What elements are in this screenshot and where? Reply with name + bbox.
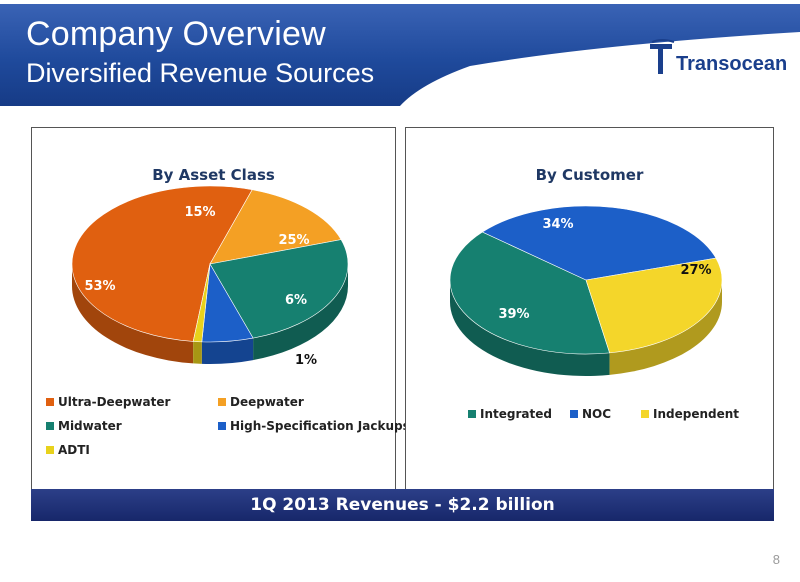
revenue-banner: 1Q 2013 Revenues - $2.2 billion: [31, 489, 774, 521]
legend-item-high-specification-jackups: High-Specification Jackups: [218, 419, 410, 433]
legend-swatch-ultra-deepwater: [46, 398, 54, 406]
asset-class-legend: Ultra-Deepwater Deepwater Midwater High-Spe…: [46, 395, 410, 475]
data-label-integrated: 39%: [498, 307, 529, 322]
logo-text: Transocean: [676, 53, 788, 75]
data-label-noc: 34%: [542, 217, 573, 232]
data-label-deepwater: 15%: [184, 205, 215, 220]
pie-side-high-specification-jackups: [201, 338, 254, 364]
transocean-logo-icon: [650, 39, 675, 74]
header: Company Overview Diversified Revenue Sou…: [0, 0, 800, 112]
data-label-high-specification-jackups: 6%: [285, 293, 307, 308]
legend-item-ultra-deepwater: Ultra-Deepwater: [46, 395, 170, 409]
legend-label-high-specification-jackups: High-Specification Jackups: [230, 419, 410, 433]
data-label-adti: 1%: [295, 353, 317, 368]
page-subtitle: Diversified Revenue Sources: [26, 58, 375, 88]
legend-item-noc: NOC: [570, 407, 611, 421]
legend-item-midwater: Midwater: [46, 419, 122, 433]
page-title: Company Overview: [26, 15, 326, 53]
legend-label-integrated: Integrated: [480, 407, 552, 421]
pie-side-integrated: [450, 280, 610, 376]
legend-label-deepwater: Deepwater: [230, 395, 304, 409]
legend-label-adti: ADTI: [58, 443, 90, 457]
legend-label-noc: NOC: [582, 407, 612, 421]
legend-swatch-independent: [641, 410, 649, 418]
legend-swatch-integrated: [468, 410, 476, 418]
legend-label-midwater: Midwater: [58, 419, 122, 433]
asset-class-pie-chart: 53% 15% 25% 6% 1%: [71, 185, 349, 368]
chart-title-customer: By Customer: [535, 166, 644, 184]
chart-title-asset-class: By Asset Class: [152, 166, 275, 184]
pie-side-midwater: [253, 264, 348, 361]
legend-item-independent: Independent: [641, 407, 739, 421]
legend-label-ultra-deepwater: Ultra-Deepwater: [58, 395, 171, 409]
pie-side-ultra-deepwater: [72, 264, 194, 364]
data-label-independent: 27%: [680, 263, 711, 278]
title-banner: [0, 4, 800, 106]
pie-slice-independent: [585, 257, 723, 354]
customer-panel: By Customer 39% 34% 27% Integrated NOC Indep…: [405, 127, 774, 491]
pie-side-adti: [193, 341, 202, 364]
legend-item-integrated: Integrated: [468, 407, 552, 421]
pie-slice-integrated: [449, 231, 611, 355]
legend-swatch-midwater: [46, 422, 54, 430]
asset-class-panel: By Asset Class 53% 15% 25% 6% 1% Ultra-Deepw…: [31, 127, 410, 491]
pie-slice-ultra-deepwater: [71, 185, 253, 342]
legend-label-independent: Independent: [653, 407, 740, 421]
legend-item-deepwater: Deepwater: [218, 395, 304, 409]
pie-slice-adti: [192, 263, 211, 343]
pie-side-walls: [450, 280, 722, 376]
legend-swatch-adti: [46, 446, 54, 454]
pie-slice-midwater: [209, 239, 349, 339]
pie-side-walls: [72, 264, 348, 364]
legend-swatch-noc: [570, 410, 578, 418]
legend-swatch-high-specification-jackups: [218, 422, 226, 430]
data-label-midwater: 25%: [278, 233, 309, 248]
pie-slice-noc: [481, 205, 717, 281]
data-label-ultra-deepwater: 53%: [84, 279, 115, 294]
pie-side-independent: [609, 280, 722, 375]
legend-swatch-deepwater: [218, 398, 226, 406]
customer-pie-chart: 39% 34% 27%: [449, 205, 723, 376]
customer-legend: Integrated NOC Independent: [468, 407, 768, 427]
legend-item-adti: ADTI: [46, 443, 90, 457]
page-number: 8: [772, 552, 780, 567]
